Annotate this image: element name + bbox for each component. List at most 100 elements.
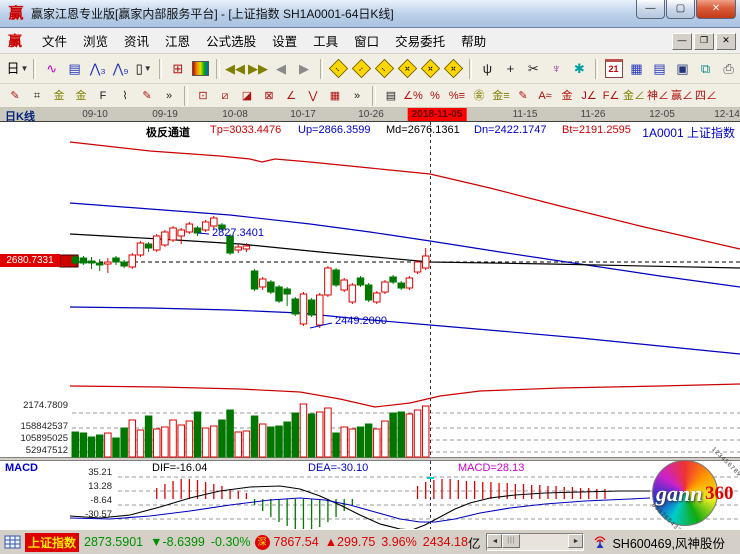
shen-angle-icon[interactable]: 神∠ bbox=[647, 89, 669, 102]
diamond-tool-6-icon[interactable]: ✛ bbox=[442, 58, 465, 80]
toolbar-separator bbox=[33, 58, 37, 79]
percent-levels-icon[interactable]: %≡ bbox=[448, 89, 466, 102]
date-tick-10-26: 10-26 bbox=[358, 109, 384, 120]
ying-angle-icon[interactable]: 赢∠ bbox=[671, 89, 693, 102]
gann-fan-icon[interactable]: ⧄ bbox=[221, 89, 229, 102]
menu-item-江恩[interactable]: 江恩 bbox=[165, 35, 191, 49]
antenna-signal-icon bbox=[594, 536, 606, 548]
candle-chart-pane[interactable] bbox=[0, 122, 740, 457]
calendar-icon[interactable]: 21 bbox=[602, 58, 625, 80]
scrollbar-thumb[interactable]: ||| bbox=[502, 534, 521, 548]
stock-pick-icon[interactable]: ⊞ bbox=[172, 60, 184, 76]
f-grid-icon[interactable]: F bbox=[99, 89, 107, 102]
percent-icon[interactable]: % bbox=[430, 89, 440, 102]
angle-line-icon[interactable]: ∠ bbox=[286, 89, 296, 102]
toolbar-separator bbox=[159, 58, 163, 79]
dense-grid-icon[interactable]: ▦ bbox=[329, 89, 341, 102]
j-angle-icon[interactable]: J∠ bbox=[581, 89, 597, 102]
calculator-icon[interactable]: ▦ bbox=[630, 60, 643, 76]
menu-item-公式选股[interactable]: 公式选股 bbox=[206, 35, 257, 49]
gold-line-icon[interactable]: 金 bbox=[561, 89, 573, 102]
minimize-button[interactable]: — bbox=[636, 0, 665, 19]
menu-item-窗口[interactable]: 窗口 bbox=[354, 35, 380, 49]
next-page-icon[interactable]: ▶ bbox=[299, 60, 310, 76]
gong-tool-icon[interactable]: ⌇ bbox=[122, 89, 128, 102]
volume-axis-label: 158842537 bbox=[20, 421, 68, 432]
gold-levels-icon[interactable]: 金≡ bbox=[492, 89, 510, 102]
percent-angle-icon[interactable]: ∠% bbox=[403, 89, 423, 102]
trend-curve-icon[interactable]: ∿ bbox=[46, 60, 58, 76]
kline-type-label: 日K线 bbox=[5, 111, 35, 123]
diamond-tool-1-icon[interactable]: ↔ bbox=[327, 58, 350, 80]
si-angle-icon[interactable]: 四∠ bbox=[695, 89, 717, 102]
shenzhen-badge: 深 bbox=[254, 534, 270, 550]
chart-3-icon[interactable]: ⋀₃ bbox=[89, 60, 106, 76]
menu-item-工具[interactable]: 工具 bbox=[313, 35, 339, 49]
fan-box-icon[interactable]: ⊠ bbox=[264, 89, 274, 102]
grid-tool-icon[interactable]: ⌗ bbox=[33, 89, 41, 102]
mdi-restore-button[interactable]: ❐ bbox=[694, 33, 714, 50]
save-icon[interactable]: ▣ bbox=[676, 60, 689, 76]
turnover-unit: 亿 bbox=[467, 536, 481, 551]
scissors-tool-icon[interactable]: ✂ bbox=[527, 60, 539, 76]
zigzag-icon[interactable]: ⋁ bbox=[308, 89, 318, 102]
gold-grid-1-icon[interactable]: 金 bbox=[53, 89, 65, 102]
close-button[interactable]: ✕ bbox=[696, 0, 736, 19]
mdi-minimize-button[interactable]: — bbox=[672, 33, 692, 50]
horizontal-scrollbar[interactable]: ◄ ||| ► bbox=[486, 533, 585, 551]
gold-grid-2-icon[interactable]: 金 bbox=[75, 89, 87, 102]
quote-list-icon[interactable]: ▤ bbox=[68, 60, 81, 76]
more-tools-chevron2-icon[interactable]: » bbox=[353, 89, 361, 102]
menu-item-帮助[interactable]: 帮助 bbox=[461, 35, 487, 49]
diamond-tool-2-icon[interactable]: ↕ bbox=[350, 58, 373, 80]
f-angle-icon[interactable]: F∠ bbox=[602, 89, 620, 102]
hand-tool-icon[interactable]: ψ bbox=[482, 60, 492, 76]
scroll-right-button[interactable]: ► bbox=[568, 534, 584, 548]
menu-item-浏览[interactable]: 浏览 bbox=[83, 35, 109, 49]
first-page-icon[interactable]: ◀◀ bbox=[225, 60, 246, 76]
diamond-tool-5-icon[interactable]: ✛ bbox=[419, 58, 442, 80]
menu-item-交易委托[interactable]: 交易委托 bbox=[395, 35, 446, 49]
draw-pen-icon[interactable]: ✎ bbox=[10, 89, 20, 102]
wave-a-icon[interactable]: A≈ bbox=[538, 89, 552, 102]
kline-period-button[interactable]: 日 ▼ bbox=[6, 60, 29, 76]
diamond-tool-4-icon[interactable]: ✛ bbox=[396, 58, 419, 80]
more-tools-chevron-icon[interactable]: » bbox=[165, 89, 173, 102]
last-price-tag: 2680.7331 bbox=[0, 254, 60, 267]
macd-axis-label: -8.64 bbox=[90, 495, 112, 506]
date-tick-09-10: 09-10 bbox=[82, 109, 108, 120]
quote-table-icon[interactable] bbox=[4, 535, 21, 550]
macd-header: MACD DIF=-16.04 DEA=-30.10 MACD=28.13 bbox=[0, 462, 740, 474]
fan-filled-icon[interactable]: ◪ bbox=[241, 89, 253, 102]
brush-icon[interactable]: ✎ bbox=[518, 89, 528, 102]
notes-icon[interactable]: ▤ bbox=[653, 60, 666, 76]
printer-icon[interactable]: ⎙ bbox=[723, 60, 734, 76]
ruler-scale-icon[interactable]: ▤ bbox=[385, 89, 397, 102]
network-icon[interactable]: ⧉ bbox=[700, 60, 711, 76]
chart-9-icon[interactable]: ⋀₉ bbox=[112, 60, 129, 76]
menu-item-设置[interactable]: 设置 bbox=[272, 35, 298, 49]
index-name-badge[interactable]: 上证指数 bbox=[25, 532, 80, 552]
crosshair-tool-icon[interactable]: + bbox=[506, 60, 515, 76]
macd-title: MACD bbox=[5, 462, 38, 474]
prev-page-icon[interactable]: ◀ bbox=[276, 60, 287, 76]
last-page-icon[interactable]: ▶▶ bbox=[248, 60, 269, 76]
menu-item-资讯[interactable]: 资讯 bbox=[124, 35, 150, 49]
candle-style-button[interactable]: ▯ ▼ bbox=[135, 60, 152, 76]
gold-circle-icon[interactable]: ㊎ bbox=[473, 89, 485, 102]
logo-text-gann: gann bbox=[656, 481, 703, 506]
spectrum-icon[interactable] bbox=[189, 58, 212, 80]
menu-item-文件[interactable]: 文件 bbox=[42, 35, 68, 49]
linked-stock-label[interactable]: SH600469,风神股份 bbox=[612, 536, 726, 551]
pane-splitter[interactable] bbox=[0, 457, 740, 461]
date-tick-10-17: 10-17 bbox=[290, 109, 316, 120]
pen-ruler-icon[interactable]: ✎ bbox=[142, 89, 152, 102]
grab-tool-icon[interactable]: ♆ bbox=[551, 60, 562, 76]
mdi-close-button[interactable]: ✕ bbox=[716, 33, 736, 50]
diamond-tool-3-icon[interactable]: ↔ bbox=[373, 58, 396, 80]
box-tool-icon[interactable]: ⊡ bbox=[198, 89, 208, 102]
sphere-tool-icon[interactable]: ✱ bbox=[573, 60, 585, 76]
gold-angle-icon[interactable]: 金∠ bbox=[623, 89, 645, 102]
maximize-button[interactable]: ▢ bbox=[666, 0, 695, 19]
scroll-left-button[interactable]: ◄ bbox=[487, 534, 503, 548]
